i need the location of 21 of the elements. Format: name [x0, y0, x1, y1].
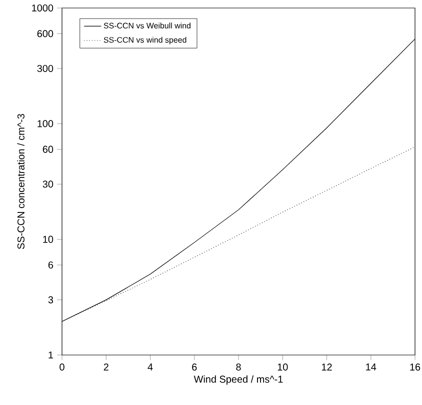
y-tick-label: 600 — [37, 30, 54, 38]
x-tick-label: 6 — [192, 364, 197, 371]
x-tick-label: 10 — [278, 364, 288, 371]
x-tick-label: 16 — [410, 364, 420, 371]
y-tick-label: 100 — [38, 120, 54, 128]
x-tick-label: 12 — [322, 364, 332, 370]
y-tick-label: 1 — [48, 352, 53, 358]
x-tick-label: 4 — [148, 364, 153, 370]
x-tick-label: 14 — [366, 364, 376, 370]
x-tick-label: 8 — [236, 364, 241, 371]
y-tick-label: 3 — [48, 296, 54, 304]
y-tick-label: 30 — [42, 180, 54, 188]
y-tick-label: 6 — [48, 261, 54, 269]
y-tick-label: 300 — [37, 64, 54, 72]
y-axis-title: SS-CCN concentration / cm^-3 — [17, 114, 24, 249]
x-tick-label: 2 — [104, 364, 108, 370]
y-tick-label: 60 — [42, 146, 54, 153]
y-tick-label: 1000 — [32, 4, 54, 12]
x-axis-title: Wind Speed / ms^-1 — [194, 375, 283, 385]
x-tick-label: 0 — [60, 364, 64, 371]
y-tick-label: 10 — [43, 236, 54, 243]
